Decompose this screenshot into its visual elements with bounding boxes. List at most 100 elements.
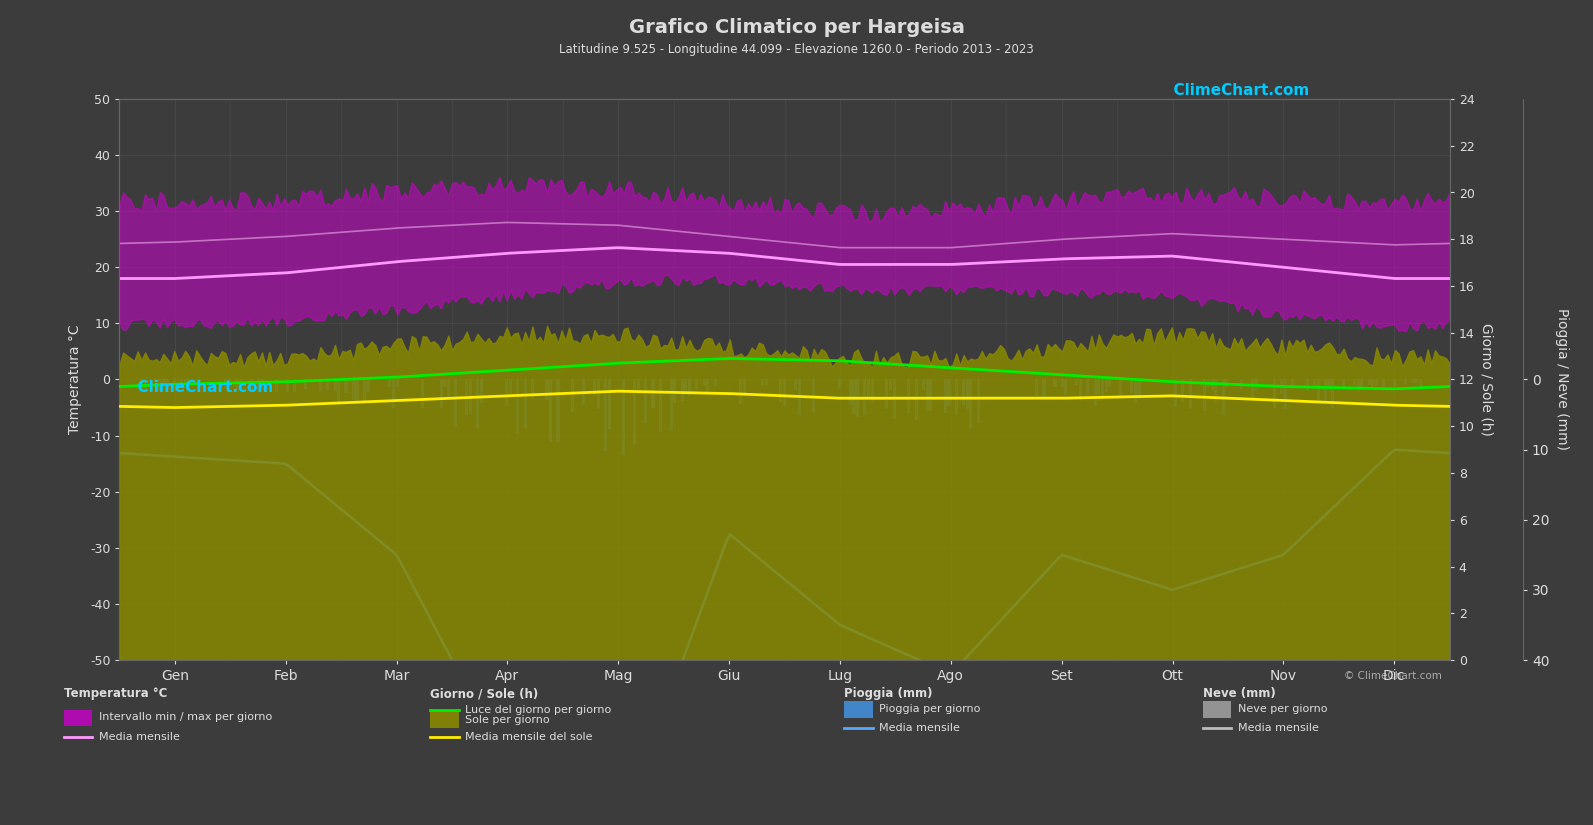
Bar bbox=[1078, 380, 1082, 401]
Bar bbox=[1094, 380, 1096, 406]
Bar bbox=[849, 380, 852, 405]
Bar bbox=[516, 380, 519, 434]
Bar bbox=[344, 380, 347, 394]
Text: Intervallo min / max per giorno: Intervallo min / max per giorno bbox=[99, 712, 272, 722]
Bar bbox=[593, 380, 596, 394]
Bar bbox=[765, 380, 768, 384]
Bar bbox=[225, 380, 226, 387]
Bar bbox=[198, 380, 201, 386]
Bar bbox=[1343, 380, 1344, 390]
Bar bbox=[812, 380, 816, 412]
Bar bbox=[465, 380, 468, 416]
Bar bbox=[892, 380, 895, 418]
Bar bbox=[838, 380, 841, 389]
Bar bbox=[1086, 380, 1090, 394]
Bar bbox=[714, 380, 717, 386]
Text: Pioggia (mm): Pioggia (mm) bbox=[844, 687, 933, 700]
Bar bbox=[1188, 380, 1192, 408]
Bar bbox=[1368, 380, 1372, 384]
Bar bbox=[863, 380, 867, 415]
Bar bbox=[392, 380, 395, 408]
Bar bbox=[739, 380, 742, 404]
Bar bbox=[1357, 380, 1360, 391]
Bar bbox=[1061, 380, 1064, 387]
Bar bbox=[1214, 380, 1217, 402]
Text: Pioggia per giorno: Pioggia per giorno bbox=[879, 704, 981, 714]
Bar bbox=[570, 380, 573, 412]
Bar bbox=[1129, 380, 1133, 393]
Bar bbox=[1120, 380, 1123, 396]
Bar bbox=[1207, 380, 1211, 387]
Bar bbox=[479, 380, 483, 403]
Bar bbox=[1273, 380, 1276, 408]
Bar bbox=[443, 380, 446, 387]
Bar bbox=[798, 380, 801, 415]
Bar bbox=[228, 380, 231, 384]
Y-axis label: Giorno / Sole (h): Giorno / Sole (h) bbox=[1480, 323, 1494, 436]
Bar bbox=[1203, 380, 1206, 411]
Bar bbox=[761, 380, 765, 386]
Bar bbox=[158, 380, 161, 391]
Bar bbox=[1254, 380, 1257, 391]
Bar bbox=[293, 380, 296, 393]
Bar bbox=[1411, 380, 1415, 383]
Bar bbox=[1098, 380, 1101, 401]
Bar bbox=[1352, 380, 1356, 385]
Bar bbox=[140, 380, 143, 389]
Text: Media mensile: Media mensile bbox=[1238, 723, 1319, 733]
Bar bbox=[1134, 380, 1137, 403]
Bar bbox=[256, 380, 260, 392]
Bar bbox=[191, 380, 194, 382]
Bar bbox=[977, 380, 980, 423]
Bar bbox=[188, 380, 191, 391]
Bar bbox=[508, 380, 511, 396]
Bar bbox=[327, 380, 330, 390]
Text: Neve (mm): Neve (mm) bbox=[1203, 687, 1276, 700]
Bar bbox=[276, 380, 279, 392]
Bar bbox=[637, 380, 640, 394]
Bar bbox=[742, 380, 746, 396]
Bar bbox=[852, 380, 855, 414]
Bar bbox=[1394, 380, 1397, 389]
Bar bbox=[530, 380, 534, 399]
Bar bbox=[908, 380, 910, 413]
Bar bbox=[440, 380, 443, 408]
Bar bbox=[926, 380, 929, 409]
Bar bbox=[685, 380, 688, 394]
Bar bbox=[1290, 380, 1294, 389]
Bar bbox=[1332, 380, 1335, 408]
Text: ClimeChart.com: ClimeChart.com bbox=[127, 380, 274, 395]
Bar bbox=[1360, 380, 1364, 388]
Bar bbox=[143, 380, 147, 390]
Bar bbox=[333, 380, 336, 391]
Bar bbox=[1324, 380, 1327, 403]
Bar bbox=[779, 380, 782, 402]
Bar bbox=[183, 380, 186, 382]
Bar bbox=[914, 380, 918, 420]
Bar bbox=[1035, 380, 1039, 395]
Bar bbox=[250, 380, 253, 392]
Bar bbox=[234, 380, 237, 390]
Bar bbox=[632, 380, 636, 444]
Text: Temperatura °C: Temperatura °C bbox=[64, 687, 167, 700]
Text: Media mensile: Media mensile bbox=[879, 723, 961, 733]
Bar bbox=[239, 380, 242, 389]
Bar bbox=[1284, 380, 1287, 408]
Bar bbox=[1101, 380, 1104, 399]
Bar bbox=[524, 380, 527, 428]
Bar bbox=[669, 380, 672, 431]
Bar bbox=[784, 380, 785, 406]
Text: Media mensile: Media mensile bbox=[99, 732, 180, 742]
Bar bbox=[1104, 380, 1107, 393]
Bar bbox=[604, 380, 607, 451]
Bar bbox=[1239, 380, 1243, 389]
Bar bbox=[962, 380, 965, 405]
Bar bbox=[644, 380, 647, 422]
Bar bbox=[287, 380, 288, 393]
Bar bbox=[886, 380, 889, 409]
Bar bbox=[948, 380, 951, 406]
Bar bbox=[674, 380, 677, 403]
Bar bbox=[166, 380, 169, 387]
Bar bbox=[706, 380, 709, 392]
Bar bbox=[1182, 380, 1185, 402]
